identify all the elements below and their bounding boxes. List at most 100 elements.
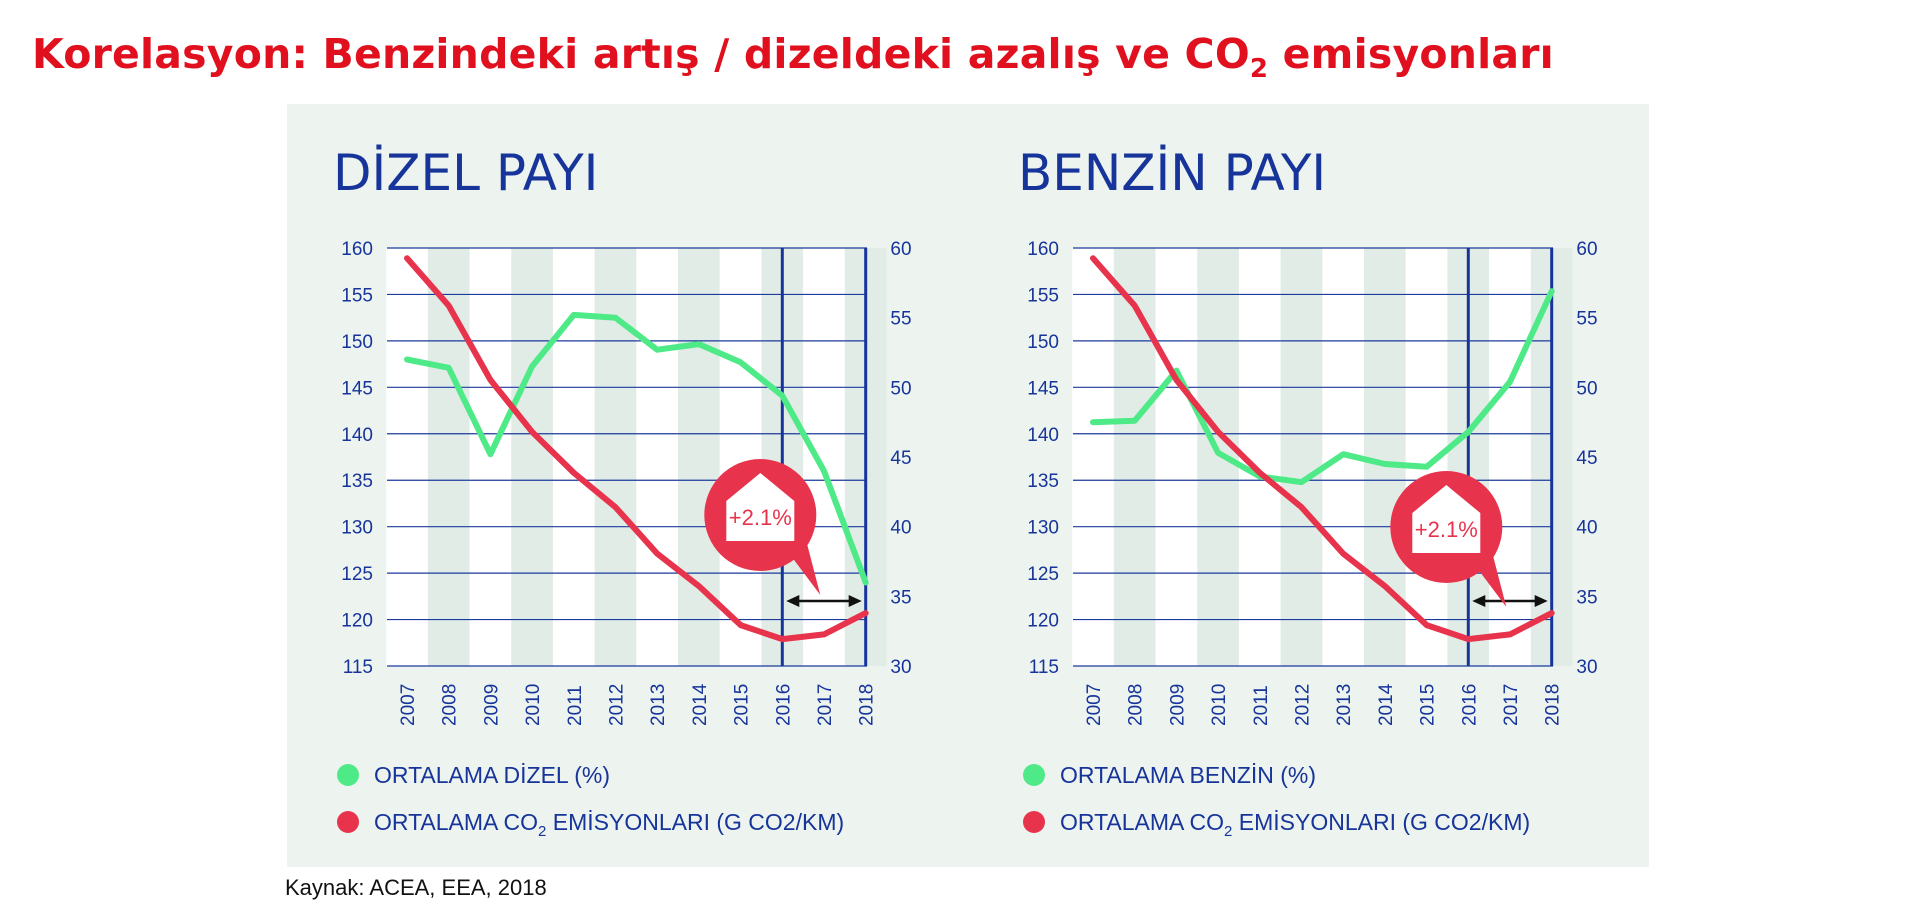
x-tick-2009: 2009: [481, 684, 502, 726]
series-line-1: [1090, 288, 1555, 486]
x-tick-2018: 2018: [857, 684, 878, 726]
x-tick-2016: 2016: [773, 684, 794, 726]
legend-swatch-co2: [337, 811, 359, 833]
y-left-tick-160: 160: [341, 239, 373, 260]
y-right-tick-50: 50: [1576, 378, 1597, 399]
arrow-head-right: [848, 595, 862, 607]
chart-2: BENZİN PAYI 160 155 150 145 140 135 130 125 120 11…: [1018, 144, 1598, 840]
source-note: Kaynak: ACEA, EEA, 2018: [285, 875, 547, 900]
arrow-head-left: [1472, 595, 1486, 607]
y-left-tick-150: 150: [1027, 332, 1059, 353]
y-right-tick-35: 35: [890, 587, 911, 608]
x-tick-2008: 2008: [440, 684, 461, 726]
legend-swatch-co2: [1023, 811, 1045, 833]
y-left-tick-115: 115: [1029, 657, 1059, 678]
x-tick-2015: 2015: [732, 684, 753, 726]
x-tick-2007: 2007: [398, 684, 419, 726]
x-tick-2018: 2018: [1543, 684, 1564, 726]
arrow-head-left: [786, 595, 800, 607]
page-title-main: Korelasyon: Benzindeki artış / dizeldeki…: [32, 30, 1250, 78]
legend-label-co2: ORTALAMA CO2 EMİSYONLARI (G CO2/KM): [374, 809, 844, 840]
x-tick-2015: 2015: [1418, 684, 1439, 726]
y-right-tick-50: 50: [890, 378, 911, 399]
x-tick-2014: 2014: [690, 683, 711, 726]
x-tick-2016: 2016: [1459, 684, 1480, 726]
series-line-2: [404, 255, 869, 643]
x-tick-2017: 2017: [815, 684, 836, 726]
y-left-tick-140: 140: [341, 425, 373, 446]
y-right-tick-30: 30: [1576, 657, 1597, 678]
y-left-tick-150: 150: [341, 332, 373, 353]
legend-swatch-share: [337, 764, 359, 786]
callout-label: +2.1%: [729, 505, 792, 530]
y-left-tick-115: 115: [343, 657, 373, 678]
stripe-2010: [511, 248, 553, 666]
y-left-tick-130: 130: [341, 518, 373, 539]
stripe-2015: [719, 248, 762, 666]
x-tick-2007: 2007: [1084, 684, 1105, 726]
y-right-tick-55: 55: [1576, 309, 1597, 330]
series-line-1: [404, 311, 869, 586]
x-tick-2012: 2012: [607, 684, 628, 726]
chart-title: BENZİN PAYI: [1018, 144, 1326, 202]
stripe-2007: [386, 248, 428, 666]
callout-house-icon: [1412, 485, 1481, 553]
y-right-tick-40: 40: [890, 518, 911, 539]
x-tick-2011: 2011: [565, 685, 586, 726]
stripe-2012: [1280, 248, 1323, 666]
x-tick-2010: 2010: [1209, 684, 1230, 726]
legend-label-co2: ORTALAMA CO2 EMİSYONLARI (G CO2/KM): [1060, 809, 1530, 840]
x-tick-2011: 2011: [1251, 685, 1272, 726]
callout-house-icon: [726, 473, 795, 541]
stripe-2010: [1197, 248, 1239, 666]
y-left-tick-155: 155: [1027, 285, 1059, 306]
callout-tail: [790, 541, 821, 595]
y-left-tick-125: 125: [341, 564, 373, 585]
y-left-tick-135: 135: [341, 471, 373, 492]
y-left-tick-155: 155: [341, 285, 373, 306]
y-left-tick-130: 130: [1027, 518, 1059, 539]
chart-title: DİZEL PAYI: [333, 144, 598, 202]
y-left-tick-120: 120: [341, 611, 373, 632]
stripe-2007: [1072, 248, 1114, 666]
stripe-2017: [803, 248, 845, 666]
x-tick-2012: 2012: [1293, 684, 1314, 726]
y-left-tick-125: 125: [1027, 564, 1059, 585]
stripe-2008: [1113, 248, 1156, 666]
stripe-2009: [1155, 248, 1198, 666]
y-right-tick-45: 45: [890, 448, 911, 469]
stripe-2012: [594, 248, 637, 666]
series-line-2: [1090, 255, 1555, 643]
x-tick-2008: 2008: [1126, 684, 1147, 726]
x-tick-2017: 2017: [1501, 684, 1522, 726]
page-title-end: emisyonları: [1268, 30, 1554, 78]
stripe-2017: [1489, 248, 1531, 666]
chart-1: DİZEL PAYI 160 155 150 145 140 135 130 125 120 115…: [333, 144, 912, 840]
arrow-head-right: [1534, 595, 1548, 607]
x-tick-2009: 2009: [1167, 684, 1188, 726]
y-left-tick-135: 135: [1027, 471, 1059, 492]
stripe-2013: [636, 248, 679, 666]
y-left-tick-145: 145: [341, 378, 373, 399]
y-left-tick-160: 160: [1027, 239, 1059, 260]
legend-swatch-share: [1023, 764, 1045, 786]
y-right-tick-35: 35: [1576, 587, 1597, 608]
y-right-tick-40: 40: [1576, 518, 1597, 539]
page-title: Korelasyon: Benzindeki artış / dizeldeki…: [32, 30, 1554, 84]
x-tick-2013: 2013: [648, 684, 669, 726]
y-right-tick-60: 60: [1576, 239, 1597, 260]
y-right-tick-60: 60: [890, 239, 911, 260]
y-left-tick-145: 145: [1027, 378, 1059, 399]
x-tick-2010: 2010: [523, 684, 544, 726]
x-tick-2014: 2014: [1376, 683, 1397, 726]
y-left-tick-120: 120: [1027, 611, 1059, 632]
callout-tail: [1476, 553, 1507, 607]
y-right-tick-45: 45: [1576, 448, 1597, 469]
y-right-tick-30: 30: [890, 657, 911, 678]
page-title-subscript: 2: [1249, 54, 1269, 85]
y-left-tick-140: 140: [1027, 425, 1059, 446]
y-right-tick-55: 55: [890, 309, 911, 330]
stripe-2008: [427, 248, 470, 666]
callout-label: +2.1%: [1415, 517, 1478, 542]
